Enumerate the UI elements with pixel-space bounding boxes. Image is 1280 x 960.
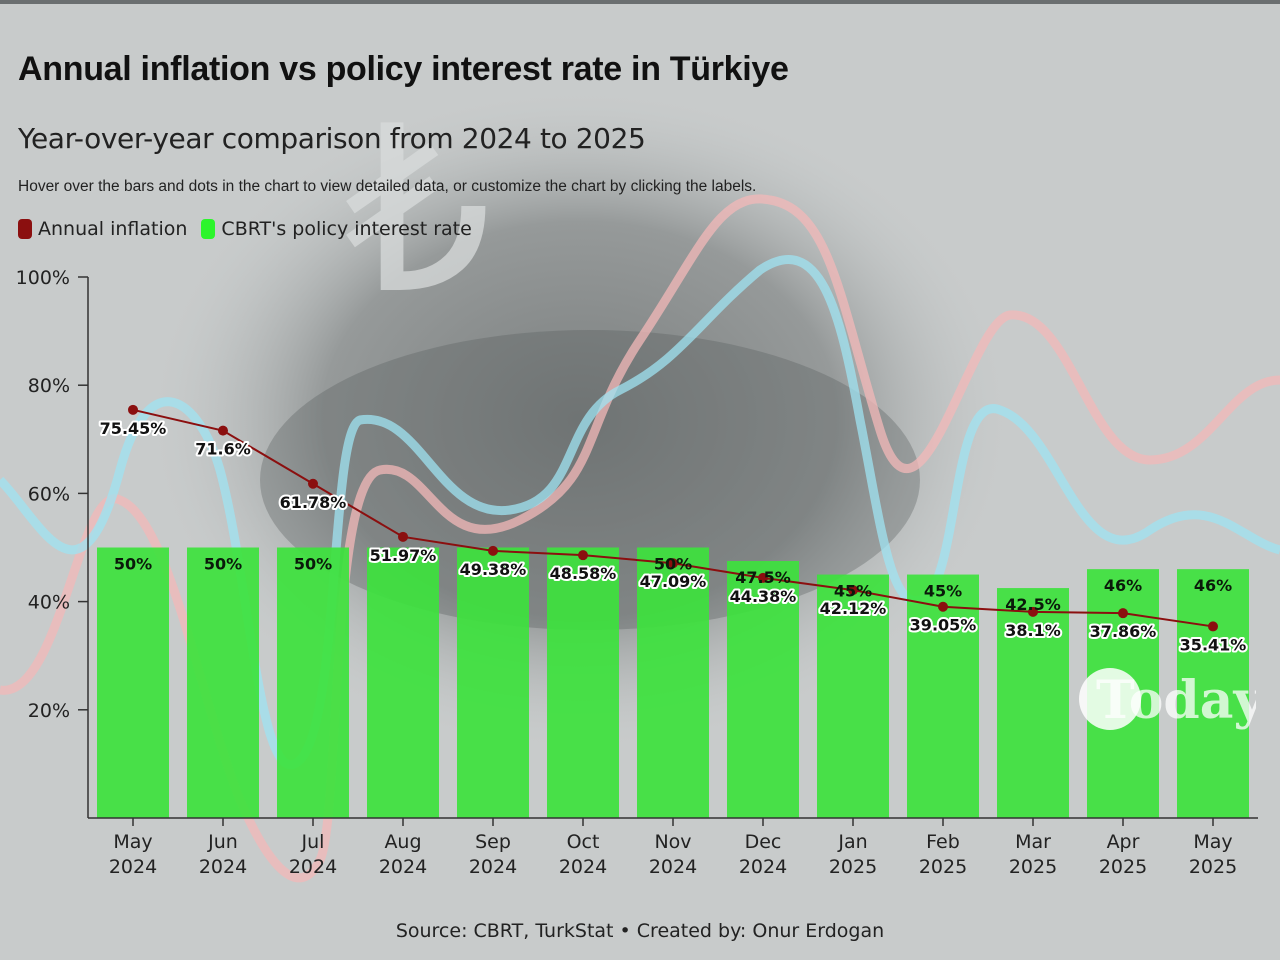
- bar-label: 42.5%: [1005, 595, 1061, 614]
- x-tick-label-month: Mar: [1015, 831, 1051, 853]
- x-tick-label-year: 2024: [199, 856, 247, 878]
- x-tick-label-year: 2025: [919, 856, 967, 878]
- bar-policy-rate[interactable]: [907, 574, 979, 818]
- inflation-point-label: 39.05%: [910, 616, 977, 635]
- bar-policy-rate[interactable]: [457, 547, 529, 819]
- bar-policy-rate[interactable]: [97, 547, 169, 819]
- y-tick-label: 60%: [28, 483, 70, 505]
- y-tick-label: 20%: [28, 700, 70, 722]
- bar-label: 50%: [204, 555, 242, 574]
- inflation-point[interactable]: [1208, 621, 1218, 632]
- inflation-point-label: 71.6%: [195, 440, 251, 459]
- x-tick-label-year: 2024: [109, 856, 157, 878]
- legend-item-policy-rate[interactable]: CBRT's policy interest rate: [201, 218, 472, 240]
- bar-label: 46%: [1194, 576, 1232, 595]
- bar-label: 50%: [294, 555, 332, 574]
- inflation-point-label: 35.41%: [1180, 635, 1247, 654]
- bar-policy-rate[interactable]: [547, 547, 619, 819]
- x-tick-label-month: May: [1193, 831, 1232, 853]
- inflation-point-label: 44.38%: [730, 587, 797, 606]
- inflation-point[interactable]: [1118, 608, 1128, 619]
- inflation-point-label: 48.58%: [550, 564, 617, 583]
- bar-label: 50%: [114, 555, 152, 574]
- legend-label-policy-rate: CBRT's policy interest rate: [221, 218, 472, 240]
- inflation-point-label: 61.78%: [280, 493, 347, 512]
- legend: Annual inflation CBRT's policy interest …: [18, 218, 472, 240]
- bar-policy-rate[interactable]: [187, 547, 259, 819]
- inflation-point-label: 37.86%: [1090, 622, 1157, 641]
- inflation-point[interactable]: [668, 558, 678, 569]
- x-tick-label-year: 2024: [739, 856, 787, 878]
- bar-policy-rate[interactable]: [277, 547, 349, 819]
- bar-policy-rate[interactable]: [817, 574, 889, 818]
- inflation-point-label: 47.09%: [640, 572, 707, 591]
- inflation-point-label: 51.97%: [370, 546, 437, 565]
- x-tick-label-month: Nov: [654, 831, 691, 853]
- legend-swatch-policy-rate: [201, 219, 216, 239]
- x-tick-label-month: Jul: [301, 831, 325, 853]
- x-tick-label-year: 2025: [829, 856, 877, 878]
- inflation-point[interactable]: [488, 545, 498, 556]
- inflation-point-label: 42.12%: [820, 599, 887, 618]
- x-tick-label-year: 2024: [379, 856, 427, 878]
- bar-policy-rate[interactable]: [367, 547, 439, 819]
- bar-policy-rate[interactable]: [1177, 569, 1249, 818]
- source-credit: Source: CBRT, TurkStat • Created by: Onu…: [395, 920, 885, 942]
- blue-decor-line: [0, 255, 1280, 770]
- inflation-point[interactable]: [938, 601, 948, 612]
- x-tick-label-month: Sep: [475, 831, 511, 853]
- inflation-point[interactable]: [848, 585, 858, 596]
- x-tick-label-year: 2025: [1099, 856, 1147, 878]
- y-tick-label: 80%: [28, 375, 70, 397]
- bar-policy-rate[interactable]: [727, 561, 799, 818]
- chart-subtitle: Year-over-year comparison from 2024 to 2…: [18, 122, 646, 155]
- x-tick-label-month: Apr: [1107, 831, 1140, 853]
- bar-label: 45%: [834, 582, 872, 601]
- svg-text:Today: Today: [1096, 670, 1256, 730]
- today-logo-icon: Today: [1079, 668, 1256, 730]
- lira-sign-icon: ₺: [345, 78, 491, 345]
- inflation-point[interactable]: [1028, 606, 1038, 617]
- inflation-point[interactable]: [308, 478, 318, 489]
- top-border: [0, 0, 1280, 4]
- chart-title: Annual inflation vs policy interest rate…: [18, 50, 789, 88]
- inflation-point[interactable]: [578, 550, 588, 561]
- x-tick-label-month: Jan: [837, 831, 867, 853]
- x-tick-label-year: 2024: [469, 856, 517, 878]
- bar-label: 47.5%: [735, 568, 791, 587]
- x-tick-label-year: 2024: [559, 856, 607, 878]
- bar-policy-rate[interactable]: [637, 547, 709, 819]
- bar-label: 45%: [924, 582, 962, 601]
- x-tick-label-month: May: [113, 831, 152, 853]
- bar-label: 46%: [1104, 576, 1142, 595]
- y-tick-label: 40%: [28, 592, 70, 614]
- inflation-point[interactable]: [218, 425, 228, 436]
- inflation-point[interactable]: [398, 531, 408, 542]
- legend-label-inflation: Annual inflation: [38, 218, 188, 240]
- bar-policy-rate[interactable]: [997, 588, 1069, 818]
- x-tick-label-month: Jun: [207, 831, 238, 853]
- x-tick-label-month: Dec: [745, 831, 782, 853]
- inflation-point-label: 75.45%: [100, 419, 167, 438]
- bar-label: 50%: [654, 555, 692, 574]
- x-tick-label-year: 2025: [1189, 856, 1237, 878]
- chart-hint: Hover over the bars and dots in the char…: [18, 178, 757, 195]
- inflation-point-label: 38.1%: [1005, 621, 1061, 640]
- inflation-point-label: 49.38%: [460, 560, 527, 579]
- inflation-point[interactable]: [128, 404, 138, 415]
- x-tick-label-year: 2024: [289, 856, 337, 878]
- y-tick-label: 100%: [16, 267, 70, 289]
- x-tick-label-month: Aug: [384, 831, 421, 853]
- legend-item-inflation[interactable]: Annual inflation: [18, 218, 187, 240]
- x-tick-label-year: 2024: [649, 856, 697, 878]
- x-tick-label-month: Oct: [567, 831, 600, 853]
- legend-swatch-inflation: [18, 219, 32, 239]
- inflation-point[interactable]: [758, 572, 768, 583]
- x-tick-label-year: 2025: [1009, 856, 1057, 878]
- x-tick-label-month: Feb: [926, 831, 960, 853]
